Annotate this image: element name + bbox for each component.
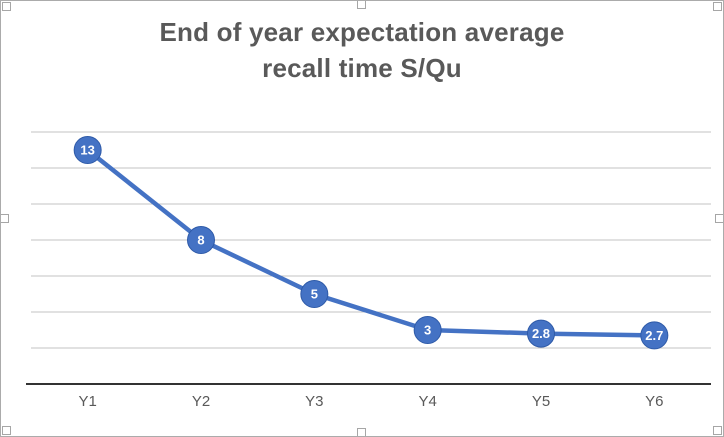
- resize-handle-top-right[interactable]: [713, 2, 722, 11]
- resize-handle-top-middle[interactable]: [357, 1, 366, 9]
- data-point-marker-Y1[interactable]: [73, 136, 102, 164]
- resize-handle-middle-left[interactable]: [1, 213, 9, 223]
- x-tick-label-Y2: Y2: [192, 393, 210, 410]
- chart-title-line-1: End of year expectation average: [159, 17, 565, 47]
- data-point-marker-Y4[interactable]: [413, 316, 442, 344]
- resize-handle-bottom-middle[interactable]: [357, 428, 366, 436]
- resize-handle-bottom-right[interactable]: [713, 426, 722, 435]
- data-point-label-Y3: 5: [311, 287, 318, 302]
- x-tick-label-Y4: Y4: [418, 393, 436, 410]
- chart-title-line-2: recall time S/Qu: [262, 52, 462, 83]
- data-point-label-Y5: 2.8: [532, 326, 550, 341]
- data-point-marker-Y6[interactable]: [640, 321, 669, 350]
- data-point-marker-Y3[interactable]: [300, 280, 329, 308]
- x-tick-label-Y6: Y6: [645, 393, 663, 410]
- data-point-label-Y6: 2.7: [645, 328, 663, 343]
- data-point-label-Y1: 13: [80, 143, 94, 158]
- data-point-marker-Y2[interactable]: [187, 226, 215, 254]
- series-line[interactable]: [85, 147, 657, 338]
- x-tick-label-Y5: Y5: [532, 393, 550, 410]
- data-point-label-Y4: 3: [424, 323, 431, 338]
- resize-handle-bottom-left[interactable]: [2, 426, 11, 435]
- resize-handle-top-left[interactable]: [2, 2, 11, 11]
- resize-handle-middle-right[interactable]: [715, 213, 723, 223]
- data-point-marker-Y5[interactable]: [527, 319, 555, 348]
- data-point-label-Y2: 8: [197, 233, 204, 248]
- x-tick-label-Y3: Y3: [305, 393, 323, 410]
- x-tick-label-Y1: Y1: [78, 393, 96, 410]
- chart-title[interactable]: End of year expectation average recall t…: [1, 15, 723, 87]
